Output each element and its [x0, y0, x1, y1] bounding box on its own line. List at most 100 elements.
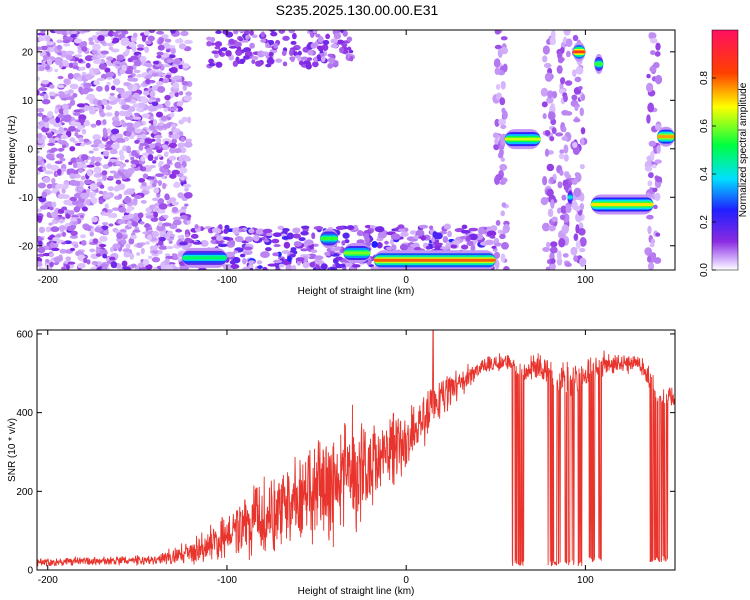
spectrogram-cell: [96, 77, 106, 81]
spectrogram-cell: [264, 247, 272, 252]
spectrogram-cell: [652, 187, 658, 193]
spectrogram-cell: [102, 127, 107, 135]
spectrogram-cell: [145, 40, 152, 45]
spectrogram-cell: [125, 188, 135, 195]
spectrogram-cell: [106, 128, 112, 134]
spectrogram-cell: [139, 55, 147, 62]
spectrogram-cell: [41, 98, 51, 105]
spectrogram-cell: [101, 98, 108, 106]
spectrogram-cell: [177, 235, 184, 239]
spectrogram-cell: [501, 202, 507, 208]
spectrogram-cell: [169, 112, 175, 118]
spectrogram-cell: [278, 30, 286, 34]
spectrogram-cell: [38, 226, 46, 234]
spectrogram-cell: [574, 205, 581, 212]
spectrogram-cell: [52, 236, 60, 242]
spectrogram-y-label: Frequency (Hz): [7, 116, 18, 185]
spectrogram-cell: [61, 231, 67, 237]
spectrogram-cell: [653, 257, 662, 264]
spectrogram-cell: [156, 51, 164, 56]
spectrogram-cell: [573, 255, 578, 262]
spectrogram-cell: [215, 30, 222, 35]
spectrogram-cell: [320, 55, 326, 63]
spectrogram-cell: [349, 55, 354, 62]
spectrogram-cell: [556, 207, 562, 214]
snr-y-tick-label: 0: [27, 566, 33, 577]
spectrogram-cell: [54, 137, 60, 141]
spectrogram-cell: [46, 153, 55, 160]
spectrogram-cell: [140, 96, 148, 103]
spectrogram-cell: [575, 66, 584, 75]
spectrogram-cell: [132, 103, 139, 108]
spectrogram-cell: [119, 229, 127, 233]
spectrogram-cell: [494, 118, 500, 127]
spectrogram-cell: [440, 246, 450, 250]
spectrogram-cell: [172, 219, 182, 226]
spectrogram-cell: [111, 207, 120, 211]
spectrogram-cell: [63, 199, 72, 206]
spectrogram-cell: [168, 240, 173, 244]
spectrogram-cell: [251, 34, 258, 39]
spectrogram-cell: [493, 143, 500, 151]
spectrogram-cell: [144, 212, 154, 217]
spectrogram-cell: [144, 223, 150, 229]
spectrogram-cell: [447, 230, 452, 238]
spectrogram-cell: [48, 149, 56, 154]
spectrogram-cell: [656, 144, 661, 154]
spectrogram-cell: [80, 175, 86, 180]
spectrogram-cell: [37, 246, 46, 254]
spectrogram-cell: [344, 239, 350, 244]
spectrogram-cell: [67, 73, 74, 80]
spectrogram-cell: [58, 61, 64, 69]
spectrogram-cell: [300, 56, 309, 61]
spectrogram-cell: [222, 263, 233, 270]
spectrogram-cell: [173, 75, 183, 80]
spectrogram-cell: [543, 62, 552, 69]
spectrogram-cell: [162, 145, 169, 150]
snr-x-tick-label: -100: [217, 575, 237, 586]
spectrogram-cell: [563, 94, 568, 103]
spectrogram-cell: [557, 56, 564, 64]
spectrogram-cell: [55, 234, 62, 238]
spectrogram-cell: [650, 37, 658, 44]
spectrogram-cell: [182, 183, 192, 188]
spectrogram-cell: [90, 266, 99, 270]
spectrogram-cell: [68, 210, 75, 216]
spectrogram-cell: [99, 111, 106, 118]
spectrogram-cell: [184, 187, 189, 192]
spectrogram-y-tick-label: 10: [22, 96, 34, 107]
spectrogram-cell: [108, 100, 117, 105]
spectrogram-cell: [502, 228, 507, 235]
spectrogram-cell: [546, 188, 554, 197]
spectrogram-cell: [164, 94, 171, 101]
spectrogram-cell: [51, 220, 56, 225]
spectrogram-cell: [151, 197, 159, 202]
spectrogram-y-tick-label: -20: [19, 241, 34, 252]
spectrogram-cell: [169, 173, 177, 179]
spectrogram-cell: [399, 243, 408, 251]
spectrogram-cell: [88, 88, 94, 92]
spectrogram-cell: [260, 251, 270, 258]
spectrogram-cell: [330, 38, 339, 44]
spectrogram-cell: [194, 224, 199, 230]
spectrogram-cell: [215, 61, 223, 68]
spectrogram-cell: [182, 84, 188, 91]
spectrogram-cell: [575, 240, 581, 250]
spectrogram-cell: [500, 253, 506, 263]
spectrogram-cell: [577, 85, 583, 91]
spectrogram-cell: [540, 197, 549, 206]
spectrogram-cell: [118, 33, 126, 39]
spectrogram-cell: [162, 164, 171, 170]
snr-x-tick-label: 0: [403, 575, 409, 586]
spectrogram-cell: [88, 41, 95, 46]
spectrogram-cell: [550, 30, 556, 40]
spectrogram-cell: [102, 222, 109, 226]
spectrogram-cell: [179, 265, 190, 270]
spectrogram-cell: [147, 234, 153, 241]
spectrogram-cell: [151, 72, 159, 77]
spectrogram-cell: [70, 157, 78, 164]
spectrogram-cell: [223, 228, 229, 234]
spectrogram-cell: [330, 43, 339, 49]
spectrogram-cell: [61, 144, 66, 149]
spectrogram-cell: [86, 225, 92, 232]
